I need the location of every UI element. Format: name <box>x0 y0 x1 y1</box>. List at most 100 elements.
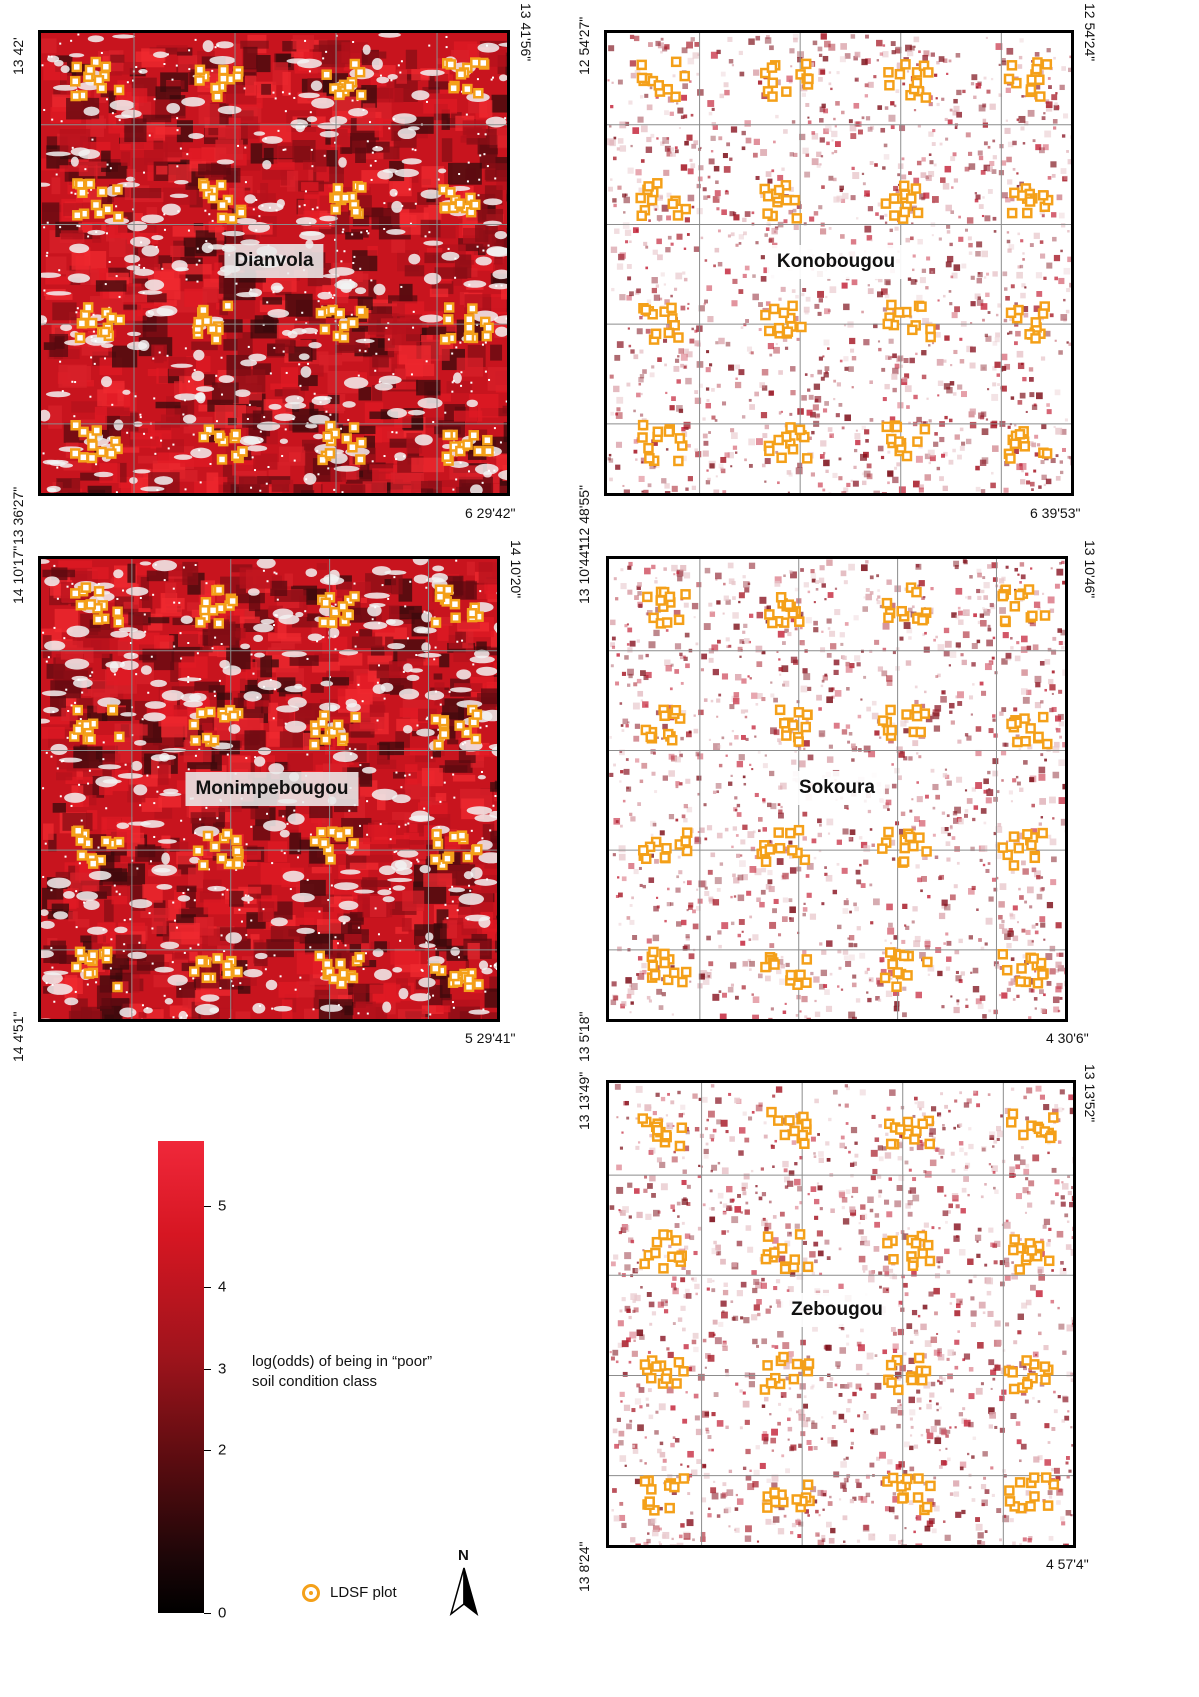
ldsf-plot-marker <box>193 316 204 328</box>
ldsf-plot-marker <box>330 204 341 215</box>
ldsf-plots <box>637 582 1053 992</box>
ldsf-plot-marker <box>1001 964 1013 976</box>
ldsf-plot-marker <box>787 720 799 731</box>
site-label-zebougou: Zebougou <box>781 1293 893 1327</box>
ldsf-plot-marker <box>640 304 652 315</box>
ldsf-plot-marker <box>222 300 234 312</box>
ldsf-plot-marker <box>913 1473 924 1484</box>
ldsf-plot-marker <box>96 446 107 458</box>
ldsf-plot-marker <box>473 445 484 457</box>
ldsf-plot-marker <box>764 609 775 620</box>
ldsf-plot-marker <box>647 960 659 971</box>
ldsf-plot-marker <box>354 66 366 78</box>
ldsf-plot-marker <box>658 1263 669 1274</box>
ldsf-plot-marker <box>762 1502 773 1513</box>
ldsf-plot-marker <box>1013 842 1025 854</box>
ldsf-plot-marker <box>348 838 359 849</box>
ldsf-plot-marker <box>899 842 910 854</box>
ldsf-plot-marker <box>801 954 813 965</box>
ldsf-plot-marker <box>773 434 784 446</box>
ldsf-plot-marker <box>1027 610 1038 622</box>
ldsf-plot-marker <box>1004 1496 1016 1507</box>
ldsf-plot-marker <box>72 724 84 735</box>
ldsf-plot-marker <box>94 208 105 219</box>
ldsf-plot-marker <box>801 709 813 720</box>
ldsf-plot-marker <box>660 1373 672 1384</box>
ldsf-plot-marker <box>643 442 654 454</box>
ldsf-plot-marker <box>802 1261 814 1273</box>
ldsf-plot-marker <box>883 67 894 78</box>
ldsf-plot-marker <box>924 1255 936 1267</box>
ldsf-plots <box>637 1106 1060 1516</box>
coord-zebougou-top-left: 13 13'49" <box>576 1071 592 1130</box>
ldsf-plot-marker <box>680 836 691 847</box>
ldsf-plot-marker <box>315 307 327 319</box>
ldsf-plot-marker <box>1048 1479 1060 1490</box>
site-label-dianvola: Dianvola <box>224 244 324 278</box>
ldsf-plot-marker <box>767 91 778 102</box>
ldsf-plot-marker <box>1028 953 1039 964</box>
ldsf-plot-marker <box>888 1254 899 1265</box>
ldsf-plot-marker <box>668 967 680 979</box>
ldsf-plot-marker <box>473 87 484 99</box>
ldsf-plot-marker <box>885 1359 897 1371</box>
coord-sokoura-bottom-left: 13 5'18" <box>576 1011 592 1062</box>
ldsf-plot-marker <box>637 845 649 856</box>
ldsf-plot-marker <box>232 966 243 978</box>
ldsf-plot-marker <box>648 612 659 624</box>
ldsf-plot-marker <box>644 1496 655 1507</box>
ldsf-plot-marker <box>888 193 900 204</box>
ldsf-plot-marker <box>886 299 897 311</box>
ldsf-plot-marker <box>205 706 216 718</box>
ldsf-plot-marker <box>1025 84 1037 95</box>
ldsf-plot-marker <box>212 953 223 964</box>
ldsf-plot-marker <box>773 322 785 334</box>
ldsf-plot-marker <box>1008 831 1020 842</box>
ldsf-plot-marker <box>898 950 910 962</box>
ldsf-plot-marker <box>1009 187 1020 199</box>
legend-tick <box>204 1287 211 1289</box>
ldsf-plot-marker <box>478 57 489 69</box>
ldsf-plot-marker <box>320 597 331 609</box>
ldsf-plot-marker <box>916 1374 928 1386</box>
ldsf-plot-marker <box>212 91 223 102</box>
ldsf-plot-marker <box>1009 1234 1020 1245</box>
ldsf-plot-marker <box>678 1366 689 1377</box>
ldsf-plot-marker <box>1039 610 1051 621</box>
coord-zebougou-top-right: 13 13'52" <box>1082 1064 1098 1123</box>
ldsf-plot-marker <box>342 826 354 838</box>
ldsf-plot-marker <box>920 1365 932 1377</box>
ldsf-plots <box>635 56 1054 467</box>
ldsf-plot-marker <box>445 59 457 70</box>
ldsf-plot-marker <box>880 198 892 209</box>
ldsf-plot-marker <box>885 947 896 958</box>
ldsf-plot-marker <box>70 90 81 102</box>
ldsf-plot-marker <box>997 590 1008 602</box>
ldsf-plot-marker <box>102 204 113 215</box>
ldsf-plot-marker <box>923 67 934 78</box>
ldsf-plot-marker <box>789 1125 800 1137</box>
ldsf-plot-marker <box>791 1494 802 1505</box>
ldsf-plot-marker <box>652 1124 663 1136</box>
ldsf-plot-marker <box>114 731 125 743</box>
ldsf-plot-marker <box>644 453 655 464</box>
ldsf-plot-marker <box>196 707 207 719</box>
ldsf-plot-marker <box>1008 1383 1020 1395</box>
ldsf-plot-marker <box>85 734 96 745</box>
legend-tick-label: 0 <box>218 1604 227 1622</box>
ldsf-plot-marker <box>219 712 230 723</box>
ldsf-plot-marker <box>71 61 82 73</box>
ldsf-plot-marker <box>886 724 897 736</box>
ldsf-plot-marker <box>670 56 682 68</box>
coord-sokoura-bottom-right: 4 30'6" <box>1046 1030 1089 1046</box>
ldsf-plot-marker <box>114 314 126 326</box>
ldsf-plot-marker <box>659 948 670 960</box>
ldsf-plot-marker <box>1006 60 1018 71</box>
ldsf-plot-marker <box>1004 1485 1015 1496</box>
ldsf-plot-marker <box>636 72 648 84</box>
ldsf-plot-marker <box>1037 969 1048 980</box>
ldsf-plot-marker <box>793 707 805 718</box>
ldsf-plot-marker <box>896 605 907 617</box>
ldsf-plot-marker <box>774 704 786 716</box>
ldsf-plot-marker <box>906 1374 918 1386</box>
